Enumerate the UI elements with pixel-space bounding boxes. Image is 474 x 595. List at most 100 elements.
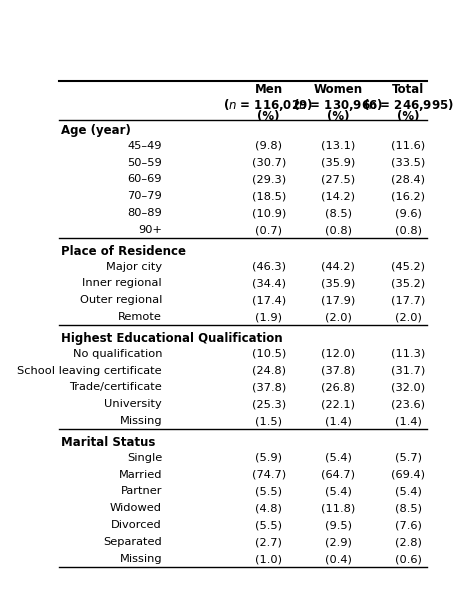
Text: (64.7): (64.7) — [321, 469, 356, 480]
Text: (46.3): (46.3) — [252, 262, 286, 271]
Text: (0.8): (0.8) — [395, 226, 422, 236]
Text: (5.4): (5.4) — [395, 487, 422, 496]
Text: University: University — [104, 399, 162, 409]
Text: (7.6): (7.6) — [395, 521, 422, 530]
Text: Inner regional: Inner regional — [82, 278, 162, 289]
Text: (29.3): (29.3) — [252, 174, 286, 184]
Text: (31.7): (31.7) — [391, 365, 425, 375]
Text: (12.0): (12.0) — [321, 349, 356, 359]
Text: (5.9): (5.9) — [255, 453, 282, 462]
Text: (9.6): (9.6) — [395, 208, 422, 218]
Text: School leaving certificate: School leaving certificate — [18, 365, 162, 375]
Text: (74.7): (74.7) — [252, 469, 286, 480]
Text: Missing: Missing — [119, 416, 162, 427]
Text: (22.1): (22.1) — [321, 399, 356, 409]
Text: (16.2): (16.2) — [391, 192, 425, 202]
Text: (35.2): (35.2) — [391, 278, 425, 289]
Text: (1.4): (1.4) — [325, 416, 352, 427]
Text: (14.2): (14.2) — [321, 192, 356, 202]
Text: (8.5): (8.5) — [395, 503, 422, 513]
Text: (10.5): (10.5) — [252, 349, 286, 359]
Text: Separated: Separated — [103, 537, 162, 547]
Text: 45–49: 45–49 — [128, 140, 162, 151]
Text: (37.8): (37.8) — [252, 383, 286, 393]
Text: (5.5): (5.5) — [255, 521, 282, 530]
Text: Total: Total — [392, 83, 424, 96]
Text: (9.8): (9.8) — [255, 140, 282, 151]
Text: (17.7): (17.7) — [391, 296, 425, 305]
Text: Missing: Missing — [119, 555, 162, 564]
Text: (28.4): (28.4) — [391, 174, 425, 184]
Text: 60–69: 60–69 — [128, 174, 162, 184]
Text: Age (year): Age (year) — [61, 124, 131, 137]
Text: Major city: Major city — [106, 262, 162, 271]
Text: (44.2): (44.2) — [321, 262, 356, 271]
Text: (27.5): (27.5) — [321, 174, 356, 184]
Text: (1.5): (1.5) — [255, 416, 282, 427]
Text: (%): (%) — [397, 110, 419, 123]
Text: (2.9): (2.9) — [325, 537, 352, 547]
Text: Partner: Partner — [120, 487, 162, 496]
Text: (18.5): (18.5) — [252, 192, 286, 202]
Text: (69.4): (69.4) — [391, 469, 425, 480]
Text: (0.7): (0.7) — [255, 226, 282, 236]
Text: (34.4): (34.4) — [252, 278, 286, 289]
Text: (35.9): (35.9) — [321, 278, 356, 289]
Text: 50–59: 50–59 — [128, 158, 162, 168]
Text: (37.8): (37.8) — [321, 365, 356, 375]
Text: Trade/certificate: Trade/certificate — [69, 383, 162, 393]
Text: (32.0): (32.0) — [391, 383, 425, 393]
Text: (8.5): (8.5) — [325, 208, 352, 218]
Text: (2.8): (2.8) — [395, 537, 422, 547]
Text: ($\it{n}$ = 130,966): ($\it{n}$ = 130,966) — [293, 96, 383, 112]
Text: (2.0): (2.0) — [395, 312, 422, 322]
Text: Outer regional: Outer regional — [80, 296, 162, 305]
Text: (1.4): (1.4) — [395, 416, 422, 427]
Text: (5.5): (5.5) — [255, 487, 282, 496]
Text: (0.4): (0.4) — [325, 555, 352, 564]
Text: Widowed: Widowed — [110, 503, 162, 513]
Text: Remote: Remote — [118, 312, 162, 322]
Text: (0.6): (0.6) — [395, 555, 422, 564]
Text: (35.9): (35.9) — [321, 158, 356, 168]
Text: (30.7): (30.7) — [252, 158, 286, 168]
Text: (17.9): (17.9) — [321, 296, 356, 305]
Text: 80–89: 80–89 — [128, 208, 162, 218]
Text: (5.7): (5.7) — [395, 453, 422, 462]
Text: Single: Single — [127, 453, 162, 462]
Text: (11.3): (11.3) — [391, 349, 425, 359]
Text: (5.4): (5.4) — [325, 487, 352, 496]
Text: 90+: 90+ — [138, 226, 162, 236]
Text: Highest Educational Qualification: Highest Educational Qualification — [61, 331, 283, 345]
Text: (2.7): (2.7) — [255, 537, 282, 547]
Text: (%): (%) — [257, 110, 280, 123]
Text: (17.4): (17.4) — [252, 296, 286, 305]
Text: Place of Residence: Place of Residence — [61, 245, 186, 258]
Text: (25.3): (25.3) — [252, 399, 286, 409]
Text: (1.0): (1.0) — [255, 555, 282, 564]
Text: (23.6): (23.6) — [391, 399, 425, 409]
Text: (13.1): (13.1) — [321, 140, 356, 151]
Text: (24.8): (24.8) — [252, 365, 286, 375]
Text: ($\it{n}$ = 246,995): ($\it{n}$ = 246,995) — [363, 96, 454, 112]
Text: (5.4): (5.4) — [325, 453, 352, 462]
Text: (11.8): (11.8) — [321, 503, 356, 513]
Text: Marital Status: Marital Status — [61, 436, 155, 449]
Text: (33.5): (33.5) — [391, 158, 425, 168]
Text: (2.0): (2.0) — [325, 312, 352, 322]
Text: (45.2): (45.2) — [391, 262, 425, 271]
Text: (26.8): (26.8) — [321, 383, 356, 393]
Text: Married: Married — [118, 469, 162, 480]
Text: (11.6): (11.6) — [391, 140, 425, 151]
Text: (0.8): (0.8) — [325, 226, 352, 236]
Text: 70–79: 70–79 — [128, 192, 162, 202]
Text: Women: Women — [314, 83, 363, 96]
Text: Divorced: Divorced — [111, 521, 162, 530]
Text: (10.9): (10.9) — [252, 208, 286, 218]
Text: (%): (%) — [327, 110, 350, 123]
Text: (9.5): (9.5) — [325, 521, 352, 530]
Text: (1.9): (1.9) — [255, 312, 282, 322]
Text: No qualification: No qualification — [73, 349, 162, 359]
Text: ($\it{n}$ = 116,029): ($\it{n}$ = 116,029) — [223, 96, 314, 112]
Text: (4.8): (4.8) — [255, 503, 282, 513]
